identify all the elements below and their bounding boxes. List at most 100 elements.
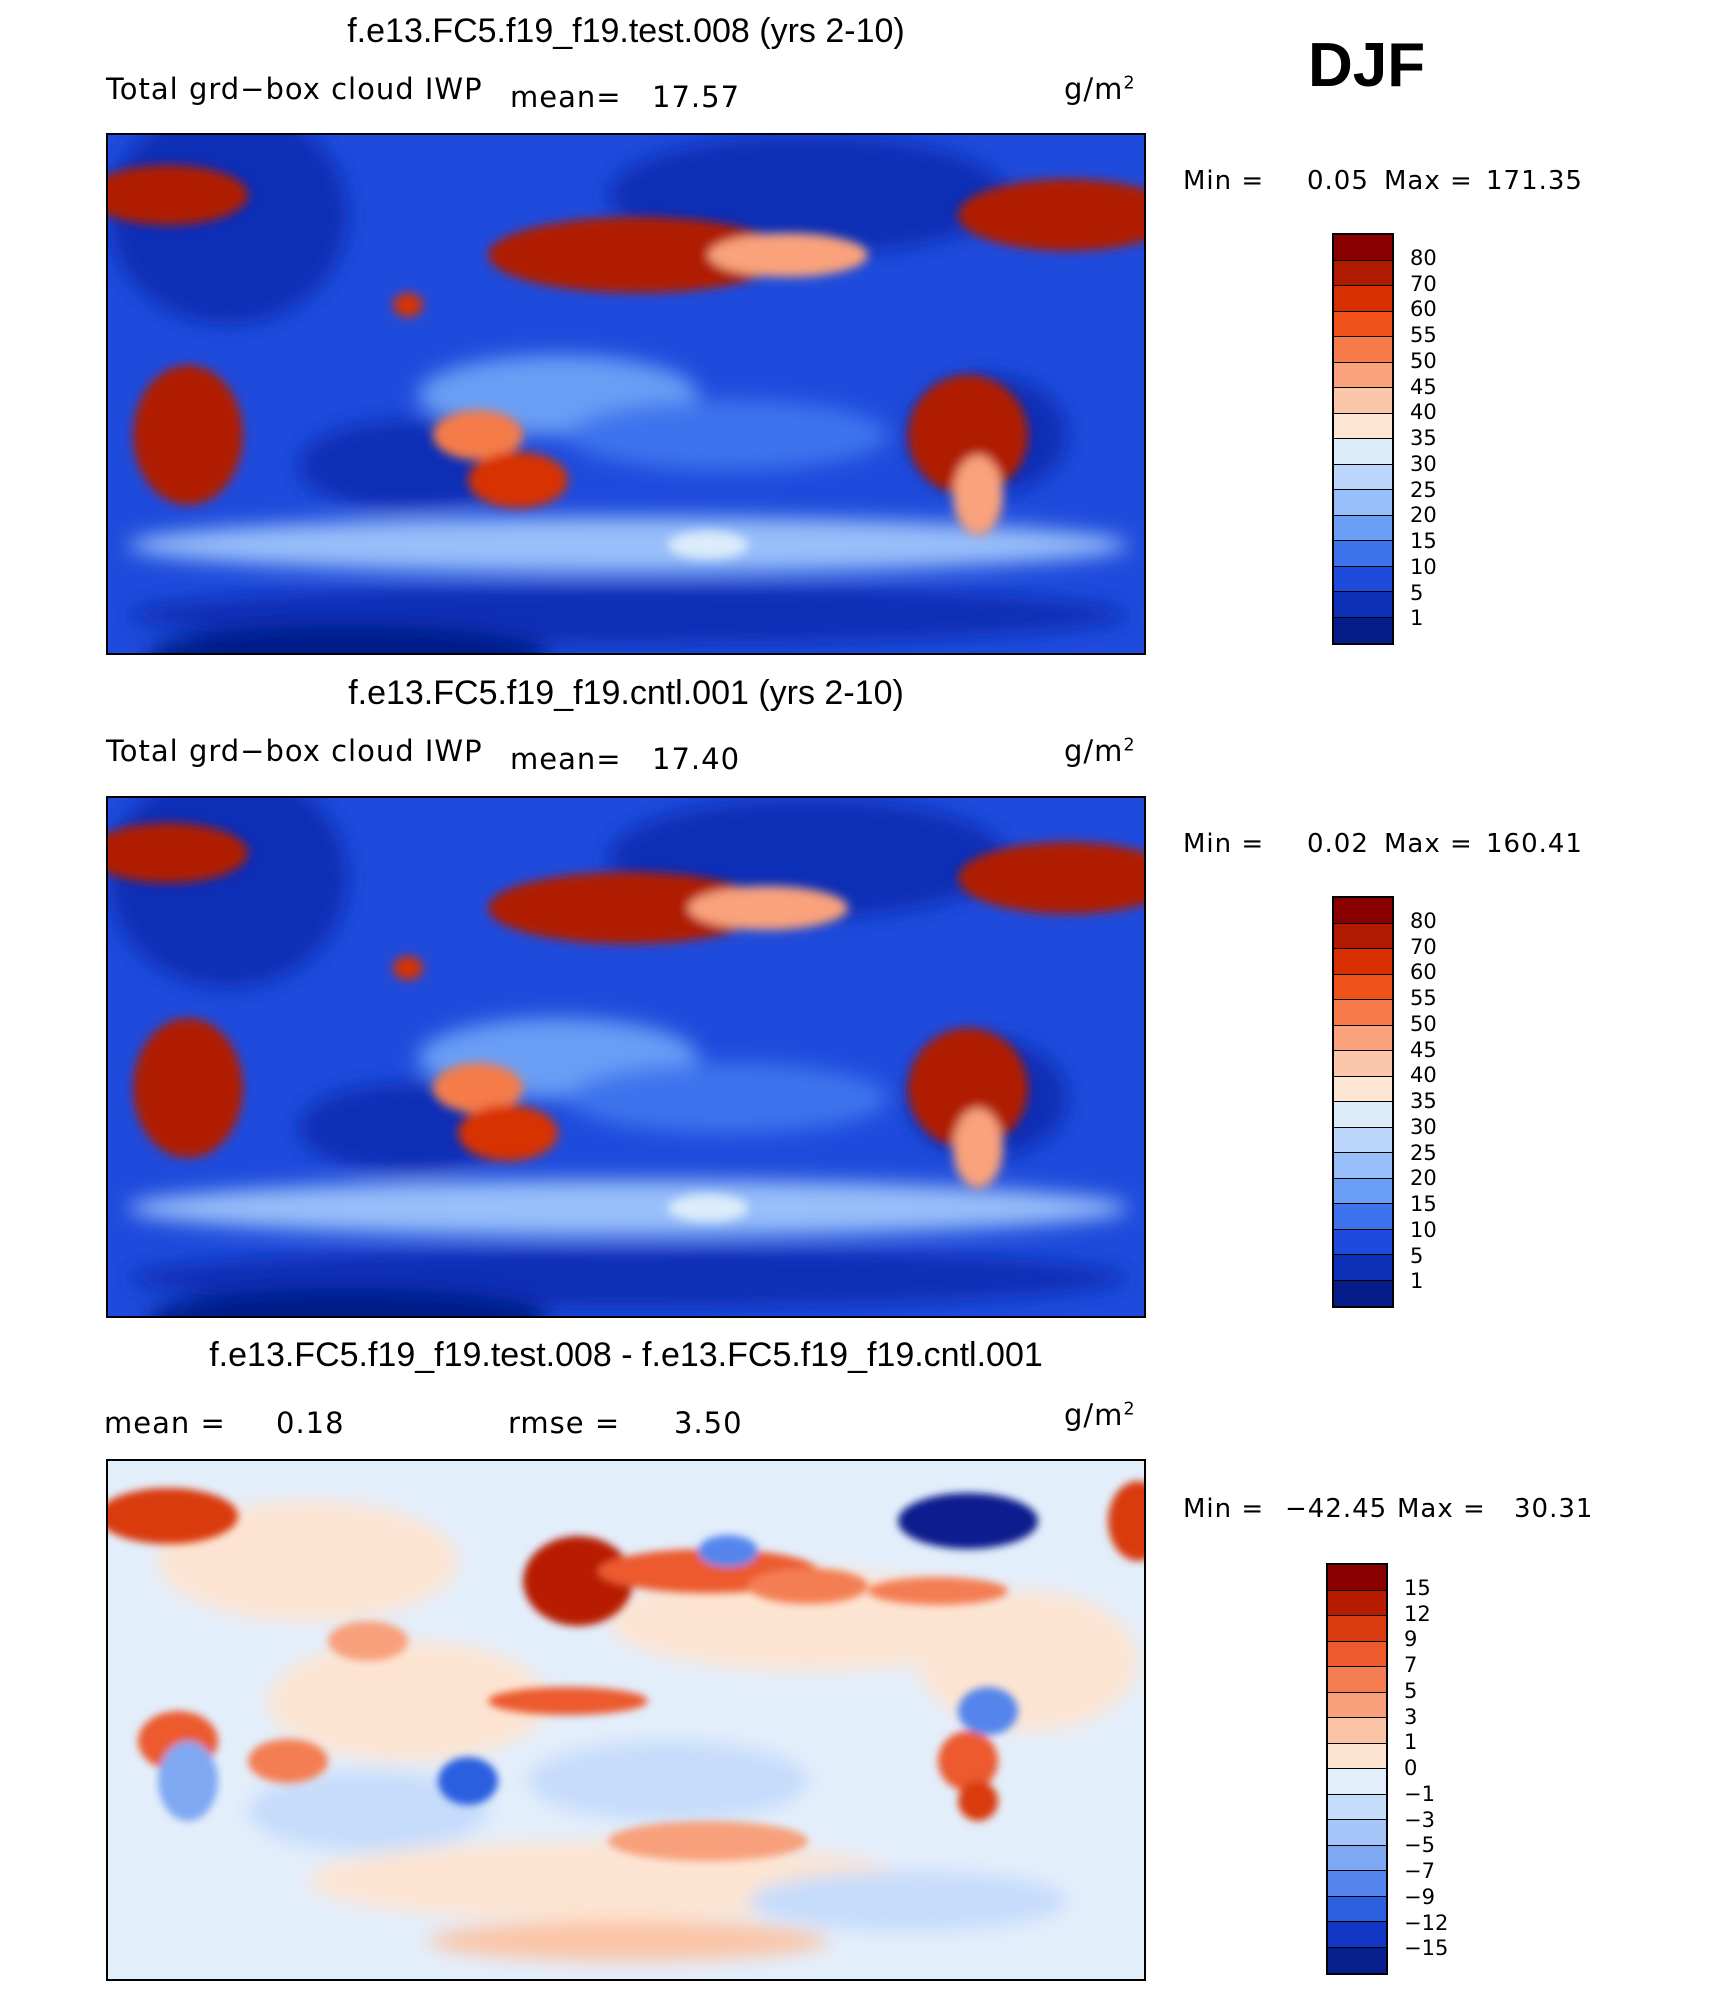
- colorbar-label: 80: [1410, 245, 1437, 270]
- panel-1-units: g/m2: [1064, 72, 1136, 106]
- colorbar-swatch: [1334, 1051, 1392, 1077]
- colorbar-swatch: [1334, 515, 1392, 541]
- colorbar-label: 35: [1410, 1089, 1437, 1113]
- panel-2-variable-label: Total grd−box cloud IWP: [106, 734, 483, 768]
- colorbar-swatch: [1334, 490, 1392, 516]
- colorbar-swatch: [1328, 1743, 1386, 1769]
- panel-2-colorbar: [1332, 896, 1394, 1308]
- colorbar-label: 30: [1410, 1114, 1437, 1139]
- colorbar-label: −9: [1404, 1884, 1435, 1909]
- colorbar-swatch: [1328, 1667, 1386, 1693]
- colorbar-label: 1: [1410, 606, 1424, 631]
- colorbar-label: 45: [1410, 1037, 1437, 1062]
- colorbar-swatch: [1334, 1076, 1392, 1102]
- colorbar-label: 9: [1404, 1627, 1418, 1652]
- colorbar-label: 35: [1410, 426, 1437, 450]
- colorbar-swatch: [1334, 311, 1392, 337]
- colorbar-swatch: [1334, 949, 1392, 975]
- colorbar-swatch: [1334, 1255, 1392, 1281]
- colorbar-label: 40: [1410, 1063, 1437, 1088]
- colorbar-swatch: [1334, 566, 1392, 592]
- colorbar-swatch: [1328, 1590, 1386, 1616]
- panel-1-variable-label: Total grd−box cloud IWP: [106, 72, 483, 106]
- colorbar-label: −7: [1404, 1859, 1435, 1883]
- panel-1-min-label: Min =: [1183, 166, 1265, 196]
- colorbar-swatch: [1334, 541, 1392, 567]
- colorbar-label: 5: [1410, 580, 1424, 605]
- colorbar-swatch: [1334, 1178, 1392, 1204]
- panel-3-mean-label: mean =: [104, 1406, 226, 1440]
- colorbar-swatch: [1328, 1692, 1386, 1718]
- colorbar-swatch: [1334, 1229, 1392, 1255]
- colorbar-swatch: [1334, 898, 1392, 924]
- colorbar-swatch: [1328, 1947, 1386, 1973]
- colorbar-swatch: [1334, 1102, 1392, 1128]
- colorbar-swatch: [1328, 1616, 1386, 1642]
- colorbar-swatch: [1334, 617, 1392, 643]
- colorbar-label: 50: [1410, 348, 1437, 373]
- colorbar-swatch: [1334, 1204, 1392, 1230]
- colorbar-swatch: [1328, 1845, 1386, 1871]
- panel-3-title: f.e13.FC5.f19_f19.test.008 - f.e13.FC5.f…: [209, 1336, 1043, 1374]
- colorbar-label: 70: [1410, 934, 1437, 959]
- colorbar-swatch: [1334, 1153, 1392, 1179]
- colorbar-label: 5: [1404, 1678, 1418, 1703]
- panel-3-colorbar: [1326, 1563, 1388, 1975]
- colorbar-label: 60: [1410, 297, 1437, 322]
- panel-2-units: g/m2: [1064, 734, 1136, 768]
- colorbar-swatch: [1334, 286, 1392, 312]
- season-label: DJF: [1308, 31, 1426, 100]
- colorbar-label: 10: [1410, 1217, 1437, 1242]
- colorbar-label: 55: [1410, 323, 1437, 347]
- colorbar-swatch: [1328, 1565, 1386, 1591]
- colorbar-label: 20: [1410, 1166, 1437, 1191]
- colorbar-label: 70: [1410, 271, 1437, 296]
- panel-3-units: g/m2: [1064, 1398, 1136, 1432]
- panel-2-min-label: Min =: [1183, 829, 1265, 859]
- panel-2-max-label: Max =: [1384, 829, 1473, 859]
- colorbar-label: 25: [1410, 1140, 1437, 1165]
- colorbar-label: −12: [1404, 1910, 1449, 1935]
- colorbar-label: 55: [1410, 986, 1437, 1010]
- panel-3-rmse-label: rmse =: [508, 1406, 621, 1440]
- panel-2-max-value: 160.41: [1486, 829, 1583, 859]
- panel-2-mean-value: 17.40: [652, 742, 741, 776]
- colorbar-swatch: [1334, 1280, 1392, 1306]
- colorbar-swatch: [1334, 337, 1392, 363]
- colorbar-swatch: [1334, 235, 1392, 261]
- colorbar-label: 1: [1404, 1730, 1418, 1755]
- colorbar-label: 12: [1404, 1601, 1431, 1626]
- colorbar-label: 30: [1410, 451, 1437, 476]
- colorbar-label: 45: [1410, 374, 1437, 399]
- colorbar-label: 40: [1410, 400, 1437, 425]
- colorbar-label: 25: [1410, 477, 1437, 502]
- panel-2-title: f.e13.FC5.f19_f19.cntl.001 (yrs 2-10): [348, 674, 904, 712]
- colorbar-swatch: [1328, 1871, 1386, 1897]
- colorbar-label: 5: [1410, 1243, 1424, 1268]
- colorbar-label: 0: [1404, 1756, 1418, 1780]
- panel-1-mean-value: 17.57: [652, 80, 741, 114]
- panel-1-map: [106, 133, 1146, 655]
- panel-3-map: [106, 1459, 1146, 1981]
- colorbar-swatch: [1328, 1794, 1386, 1820]
- colorbar-swatch: [1334, 362, 1392, 388]
- colorbar-label: 20: [1410, 503, 1437, 528]
- panel-2-min-value: 0.02: [1307, 829, 1369, 859]
- panel-3-max-value: 30.31: [1514, 1494, 1594, 1524]
- colorbar-label: 7: [1404, 1653, 1418, 1677]
- colorbar-swatch: [1328, 1820, 1386, 1846]
- colorbar-label: 15: [1410, 529, 1437, 553]
- colorbar-swatch: [1334, 1025, 1392, 1051]
- panel-1-colorbar: [1332, 233, 1394, 645]
- colorbar-label: 15: [1410, 1192, 1437, 1216]
- colorbar-swatch: [1328, 1922, 1386, 1948]
- colorbar-swatch: [1334, 592, 1392, 618]
- colorbar-label: −5: [1404, 1833, 1435, 1858]
- colorbar-label: 50: [1410, 1011, 1437, 1036]
- colorbar-swatch: [1334, 1127, 1392, 1153]
- colorbar-swatch: [1328, 1718, 1386, 1744]
- colorbar-label: 60: [1410, 960, 1437, 985]
- colorbar-swatch: [1328, 1769, 1386, 1795]
- colorbar-label: 80: [1410, 908, 1437, 933]
- panel-2-mean-label: mean=: [510, 742, 622, 776]
